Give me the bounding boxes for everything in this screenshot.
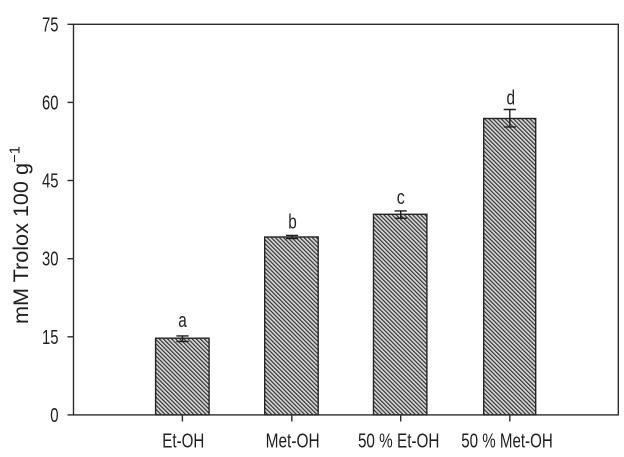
svg-text:30: 30 — [42, 248, 59, 271]
svg-text:50 % Et-OH: 50 % Et-OH — [358, 430, 440, 453]
svg-text:Met-OH: Met-OH — [266, 430, 320, 453]
svg-text:mM Trolox 100 g−1: mM Trolox 100 g−1 — [7, 146, 33, 324]
svg-text:b: b — [288, 211, 297, 234]
svg-text:0: 0 — [50, 404, 58, 427]
svg-text:60: 60 — [42, 91, 59, 114]
svg-text:15: 15 — [42, 326, 59, 349]
svg-text:75: 75 — [42, 13, 59, 36]
svg-text:c: c — [397, 186, 405, 209]
svg-text:a: a — [178, 309, 187, 332]
svg-text:50 % Met-OH: 50 % Met-OH — [461, 430, 553, 453]
svg-text:Et-OH: Et-OH — [162, 430, 204, 453]
svg-text:45: 45 — [42, 170, 59, 193]
svg-text:d: d — [507, 87, 516, 110]
